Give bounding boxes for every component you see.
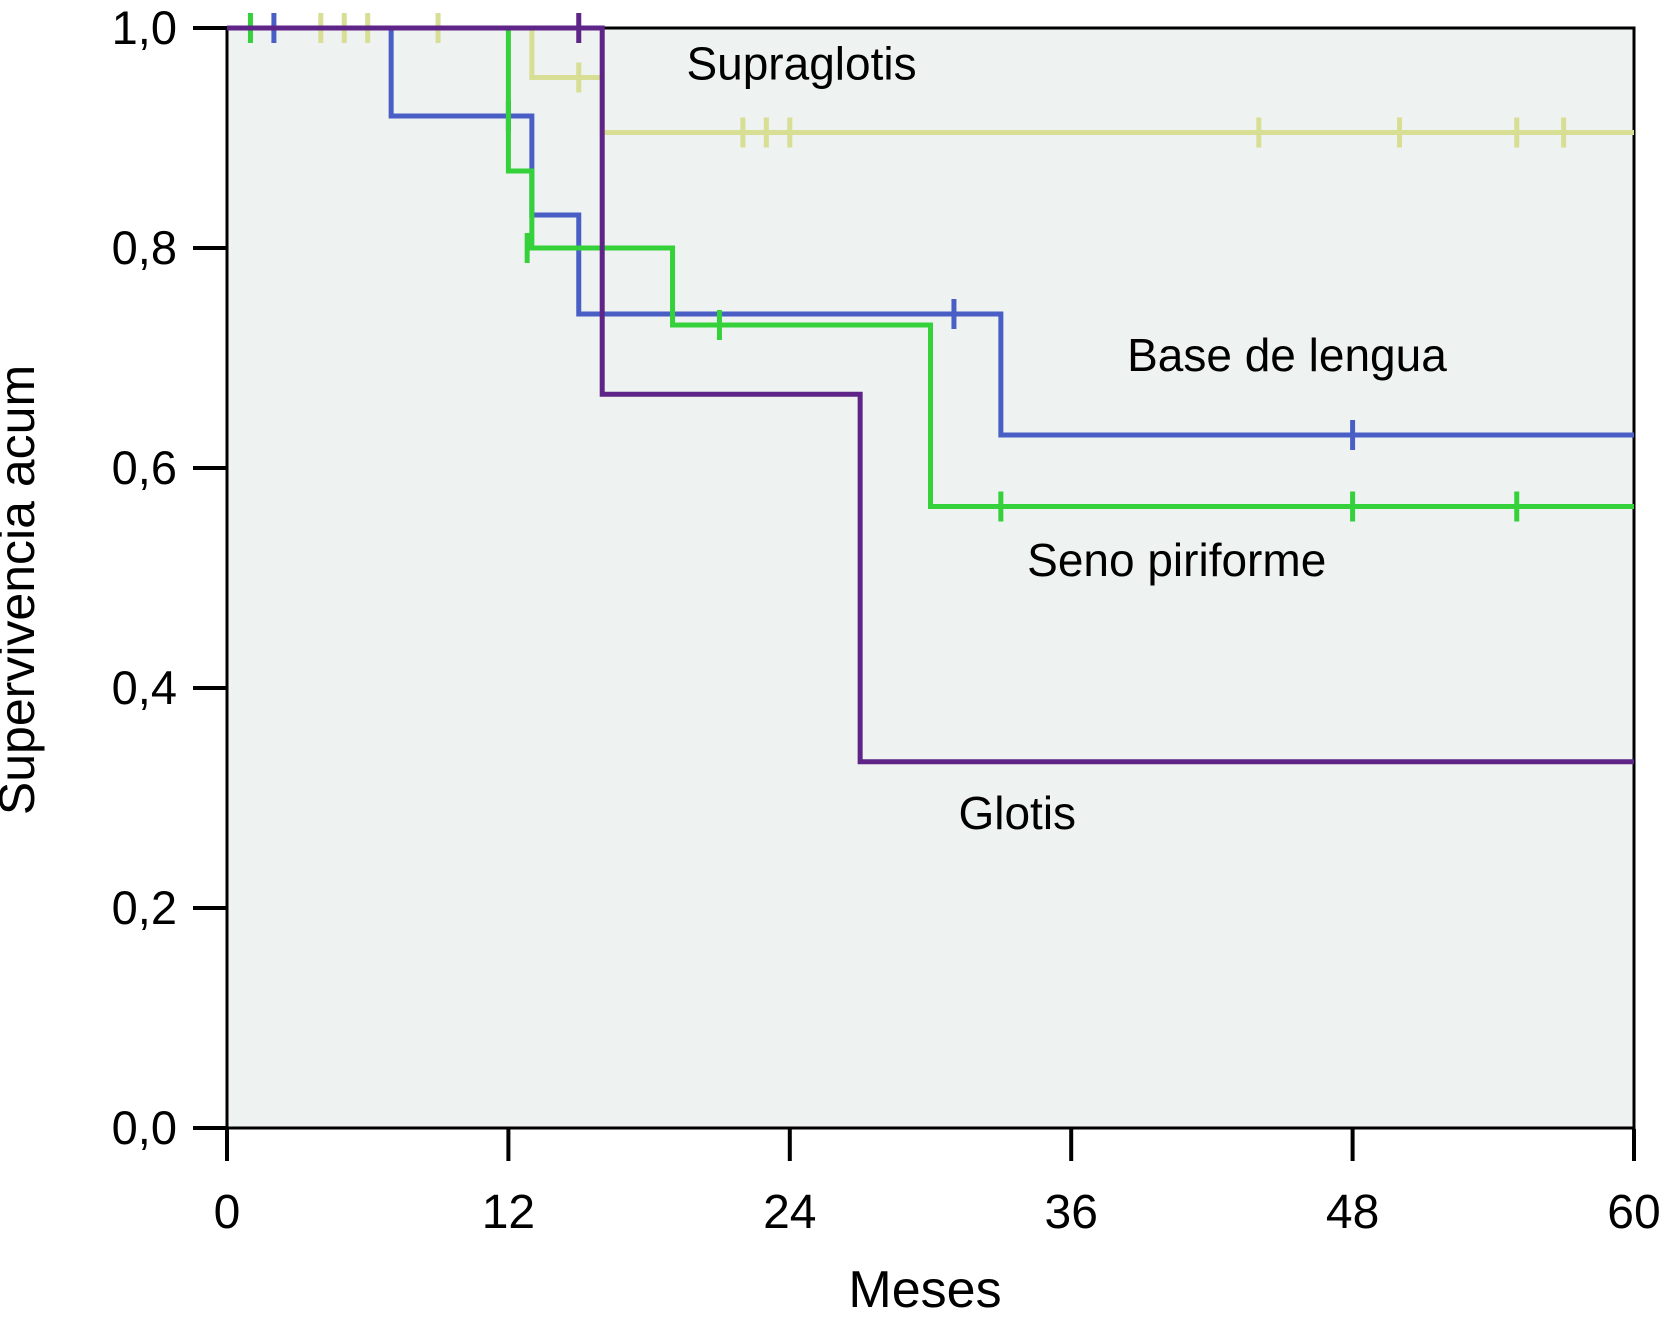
series-label-seno-piriforme: Seno piriforme	[1027, 534, 1326, 586]
x-tick-label: 24	[763, 1186, 816, 1239]
y-axis: 1,0 0,8 0,6 0,4 0,2 0,0	[112, 1, 227, 1154]
series-label-glotis: Glotis	[958, 787, 1076, 839]
x-tick-label: 60	[1607, 1186, 1660, 1239]
series-label-base-de-lengua: Base de lengua	[1127, 329, 1447, 381]
y-tick-label: 0,4	[112, 661, 177, 714]
y-tick-label: 0,8	[112, 221, 177, 274]
y-tick-label: 0,2	[112, 881, 177, 934]
series-glotis: Glotis	[227, 13, 1634, 839]
series-line	[227, 25, 1634, 765]
x-tick-label: 0	[214, 1186, 241, 1239]
x-tick-label: 48	[1326, 1186, 1379, 1239]
x-tick-label: 36	[1045, 1186, 1098, 1239]
plot-area	[225, 26, 1636, 1130]
y-tick-label: 0,0	[112, 1101, 177, 1154]
x-axis: 0 12 24 36 48 60	[214, 1129, 1661, 1239]
y-tick-label: 0,6	[112, 441, 177, 494]
y-tick-label: 1,0	[112, 1, 177, 54]
x-axis-title: Meses	[848, 1261, 1001, 1319]
x-tick-label: 12	[482, 1186, 535, 1239]
y-axis-title: Supervivencia acum	[0, 365, 45, 815]
series-line	[227, 25, 1634, 438]
series-label-supraglotis: Supraglotis	[686, 38, 916, 90]
